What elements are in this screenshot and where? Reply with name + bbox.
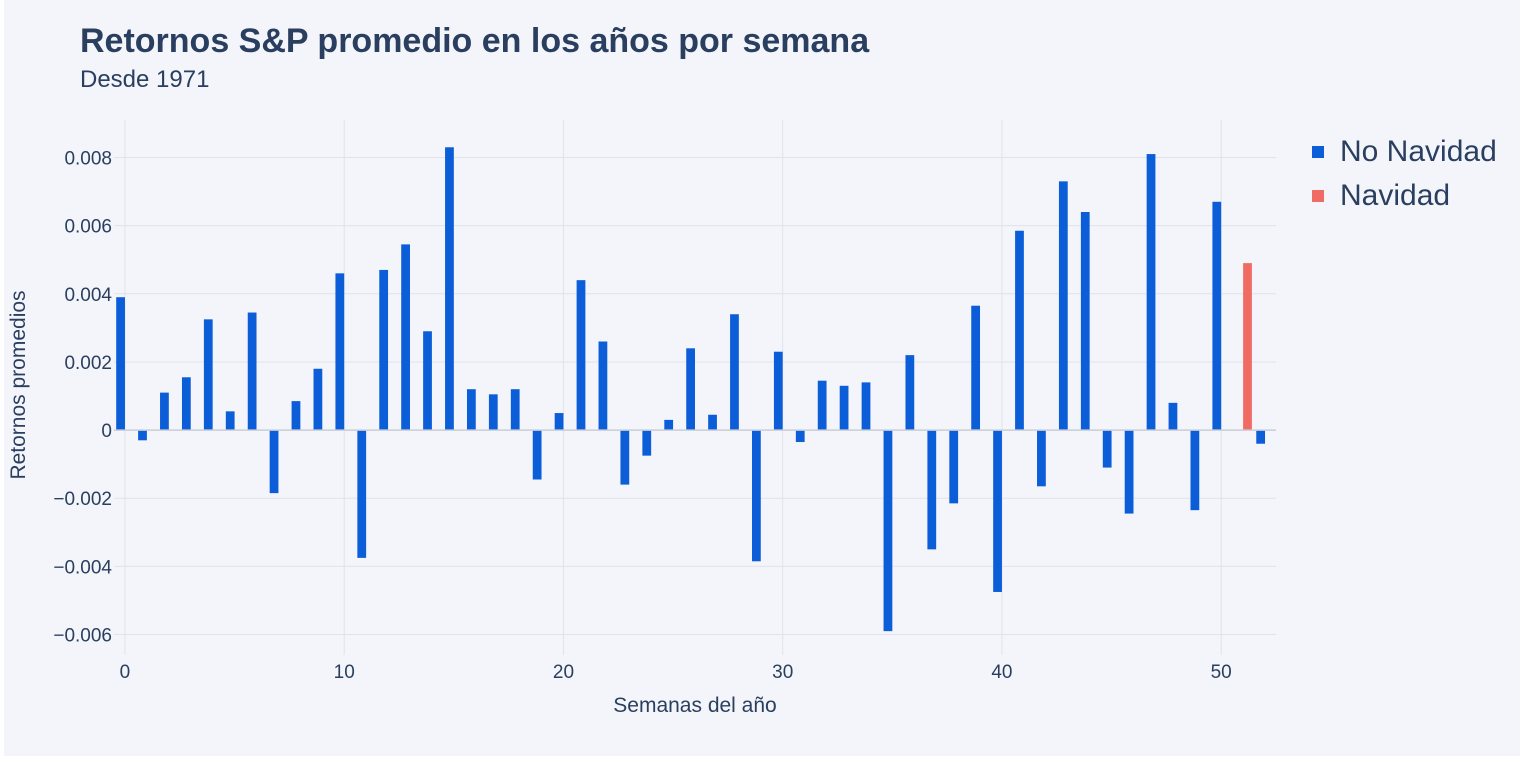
- bar-no-navidad[interactable]: [883, 430, 893, 632]
- x-axis-label: Semanas del año: [613, 694, 776, 717]
- bar-no-navidad[interactable]: [598, 341, 608, 431]
- bar-no-navidad[interactable]: [423, 331, 432, 431]
- y-tick-label: 0.002: [64, 353, 112, 374]
- bars: [116, 147, 1266, 632]
- bar-no-navidad[interactable]: [1037, 430, 1046, 487]
- bar-no-navidad[interactable]: [839, 385, 849, 431]
- bar-no-navidad[interactable]: [445, 147, 454, 431]
- x-tick-label: 20: [553, 662, 574, 683]
- bar-no-navidad[interactable]: [773, 351, 783, 431]
- y-tick-label: 0: [101, 421, 112, 442]
- bar-no-navidad[interactable]: [1015, 230, 1024, 431]
- bar-navidad[interactable]: [1243, 263, 1252, 431]
- bar-no-navidad[interactable]: [1256, 430, 1266, 444]
- bar-no-navidad[interactable]: [1058, 181, 1068, 431]
- x-tick-label: 0: [120, 662, 131, 683]
- x-tick-label: 40: [991, 662, 1012, 683]
- bar-no-navidad[interactable]: [620, 430, 630, 485]
- bar-no-navidad[interactable]: [181, 377, 191, 431]
- bar-no-navidad[interactable]: [116, 297, 125, 431]
- legend-swatch-navidad: [1312, 190, 1324, 202]
- bar-no-navidad[interactable]: [1168, 402, 1178, 431]
- legend-label-navidad: Navidad: [1340, 179, 1451, 212]
- bar-no-navidad[interactable]: [138, 430, 147, 441]
- bar-no-navidad[interactable]: [291, 401, 301, 431]
- x-tick-label: 10: [334, 662, 355, 683]
- bar-no-navidad[interactable]: [1102, 430, 1112, 468]
- bar-no-navidad[interactable]: [247, 312, 257, 431]
- bar-no-navidad[interactable]: [532, 430, 542, 480]
- legend-swatch-no-navidad: [1312, 146, 1324, 158]
- x-tick-labels: 0 10 20 30 40 50: [120, 662, 1232, 683]
- y-tick-labels: −0.006 −0.004 −0.002 0 0.002 0.004 0.006 0.008: [53, 148, 112, 646]
- bar-no-navidad[interactable]: [642, 430, 652, 456]
- bar-no-navidad[interactable]: [971, 305, 981, 431]
- bar-no-navidad[interactable]: [510, 389, 520, 431]
- bar-no-navidad[interactable]: [1212, 201, 1222, 431]
- chart-title: Retornos S&P promedio en los años por se…: [80, 22, 870, 60]
- bar-no-navidad[interactable]: [927, 430, 937, 550]
- legend-label-no-navidad: No Navidad: [1340, 135, 1497, 168]
- bar-no-navidad[interactable]: [1146, 154, 1156, 431]
- bar-no-navidad[interactable]: [554, 413, 564, 431]
- legend-item-no-navidad[interactable]: No Navidad: [1312, 130, 1497, 174]
- legend[interactable]: No Navidad Navidad: [1312, 130, 1497, 218]
- bar-no-navidad[interactable]: [576, 280, 586, 431]
- y-tick-label: 0.006: [64, 217, 112, 238]
- bar-no-navidad[interactable]: [269, 430, 279, 494]
- bar-no-navidad[interactable]: [1080, 212, 1090, 431]
- y-tick-label: 0.008: [64, 148, 112, 169]
- bar-no-navidad[interactable]: [817, 380, 827, 431]
- bar-no-navidad[interactable]: [313, 368, 323, 431]
- bar-no-navidad[interactable]: [993, 430, 1002, 592]
- y-tick-label: 0.004: [64, 285, 112, 306]
- bar-no-navidad[interactable]: [160, 392, 169, 431]
- bar-no-navidad[interactable]: [357, 430, 367, 558]
- bar-no-navidad[interactable]: [905, 355, 915, 431]
- bar-no-navidad[interactable]: [664, 419, 674, 431]
- y-tick-label: −0.004: [53, 557, 112, 578]
- bar-no-navidad[interactable]: [1190, 430, 1200, 511]
- bar-no-navidad[interactable]: [730, 314, 739, 431]
- bar-no-navidad[interactable]: [861, 382, 871, 431]
- chart-background: [4, 0, 1520, 756]
- bar-no-navidad[interactable]: [949, 430, 959, 504]
- y-axis-label: Retornos promedios: [7, 290, 30, 479]
- bar-no-navidad[interactable]: [203, 319, 213, 431]
- bar-no-navidad[interactable]: [708, 414, 717, 431]
- bar-no-navidad[interactable]: [488, 394, 498, 431]
- bar-no-navidad[interactable]: [335, 273, 345, 431]
- y-tick-label: −0.006: [53, 626, 112, 647]
- x-tick-label: 30: [772, 662, 793, 683]
- chart-subtitle: Desde 1971: [80, 66, 210, 93]
- legend-item-navidad[interactable]: Navidad: [1312, 174, 1497, 218]
- bar-no-navidad[interactable]: [795, 430, 805, 443]
- bar-no-navidad[interactable]: [225, 411, 235, 431]
- x-tick-label: 50: [1211, 662, 1232, 683]
- bar-no-navidad[interactable]: [686, 348, 695, 431]
- bar-no-navidad[interactable]: [1124, 430, 1134, 514]
- bar-no-navidad[interactable]: [752, 430, 761, 562]
- bar-no-navidad[interactable]: [466, 389, 476, 431]
- bar-no-navidad[interactable]: [379, 269, 389, 431]
- y-tick-label: −0.002: [53, 489, 112, 510]
- bar-no-navidad[interactable]: [401, 244, 410, 431]
